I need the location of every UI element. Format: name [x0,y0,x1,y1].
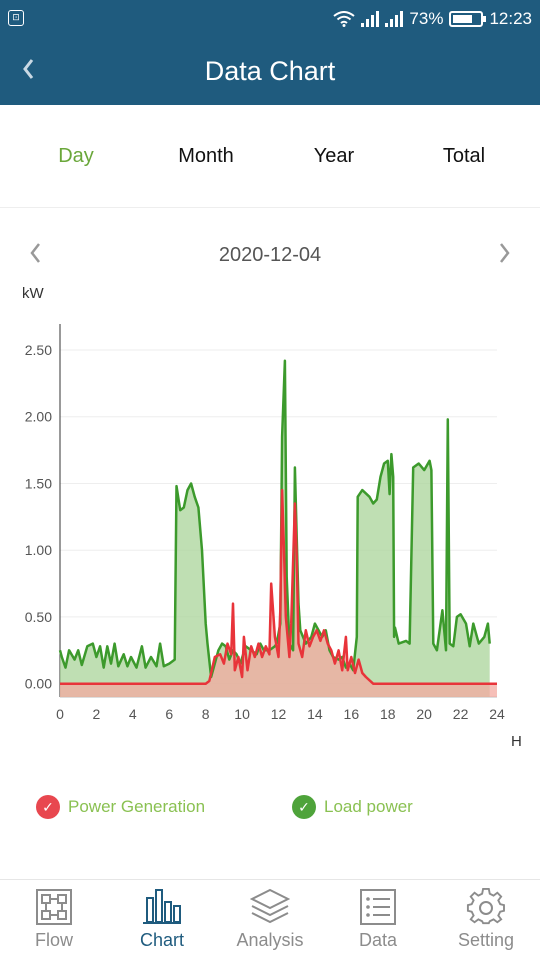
nav-label: Setting [457,930,515,950]
x-tick-label: 24 [489,706,505,722]
period-tabs: Day Month Year Total [0,105,540,208]
tab-total[interactable]: Total [442,145,486,167]
nav-label: Flow [34,930,73,950]
x-tick-label: 16 [344,706,360,722]
nav-flow[interactable]: Flow [0,886,108,958]
battery-percent: 73% [409,9,444,28]
bar-chart-icon [143,889,181,924]
list-icon [360,889,396,925]
status-bar: ⊡ 73% 12:23 [0,0,540,38]
y-tick-label: 2.50 [25,342,52,358]
series-area-load-power [60,360,490,697]
nav-label: Analysis [236,930,304,950]
legend-label: Load power [324,797,413,816]
series-line-power-generation [60,488,497,685]
tab-year[interactable]: Year [313,145,355,167]
tab-day[interactable]: Day [58,145,94,167]
nav-setting[interactable]: Setting [432,886,540,958]
legend-label: Power Generation [68,797,206,816]
y-tick-label: 0.00 [25,676,52,692]
prev-date-button[interactable] [20,238,50,275]
nav-analysis[interactable]: Analysis [216,886,324,958]
x-tick-label: 4 [129,706,137,722]
next-date-button[interactable] [490,238,520,275]
wifi-icon [333,11,356,27]
x-tick-label: 22 [453,706,469,722]
x-tick-label: 14 [307,706,323,722]
y-tick-label: 0.50 [25,609,52,625]
chevron-left-icon [23,59,34,79]
flow-icon [36,889,72,925]
check-icon: ✓ [36,795,60,819]
x-tick-label: 8 [202,706,210,722]
tab-month[interactable]: Month [178,145,234,167]
y-tick-label: 1.50 [25,475,52,491]
back-button[interactable] [18,54,50,88]
y-tick-label: 1.00 [25,542,52,558]
x-tick-label: 10 [234,706,250,722]
battery-icon [449,11,487,27]
x-tick-label: 0 [56,706,64,722]
nav-chart[interactable]: Chart [108,886,216,958]
signal-icon [361,11,380,27]
signal-icon [385,11,404,27]
y-axis-label: kW [22,285,45,302]
series-line-load-power [58,359,491,679]
nav-data[interactable]: Data [324,886,432,958]
status-indicators: 73% 12:23 [333,8,532,30]
layers-icon [250,888,290,924]
nav-label: Data [358,930,398,950]
power-chart: 0.00 0.50 1.00 1.50 2.00 2.50 0 2 4 6 8 10 12 14 16 18 2… [0,280,540,760]
nav-label: Chart [139,930,184,950]
clock: 12:23 [489,9,532,28]
x-axis-label: H [511,733,522,750]
x-tick-label: 12 [271,706,287,722]
chevron-left-icon [30,243,40,263]
chevron-right-icon [500,243,510,263]
y-tick-label: 2.00 [25,409,52,425]
selected-date[interactable]: 2020-12-04 [218,244,322,266]
gear-icon [466,888,505,925]
x-tick-label: 2 [93,706,101,722]
page-title: Data Chart [204,56,336,86]
x-tick-label: 20 [416,706,432,722]
date-navigator: 2020-12-04 [0,232,540,282]
legend-item-load[interactable]: ✓ Load power [292,792,413,822]
bottom-navigation: Flow Chart Analysis Data [0,879,540,960]
chart-canvas: 0.000.501.001.502.002.500 2 4 6 8 10 12 14 16 18 2… [22,285,522,750]
check-icon: ✓ [292,795,316,819]
app-header: Data Chart [0,38,540,105]
legend-item-generation[interactable]: ✓ Power Generation [36,792,205,822]
notification-icon: ⊡ [8,10,24,26]
x-tick-label: 18 [380,706,396,722]
x-tick-label: 6 [165,706,173,722]
